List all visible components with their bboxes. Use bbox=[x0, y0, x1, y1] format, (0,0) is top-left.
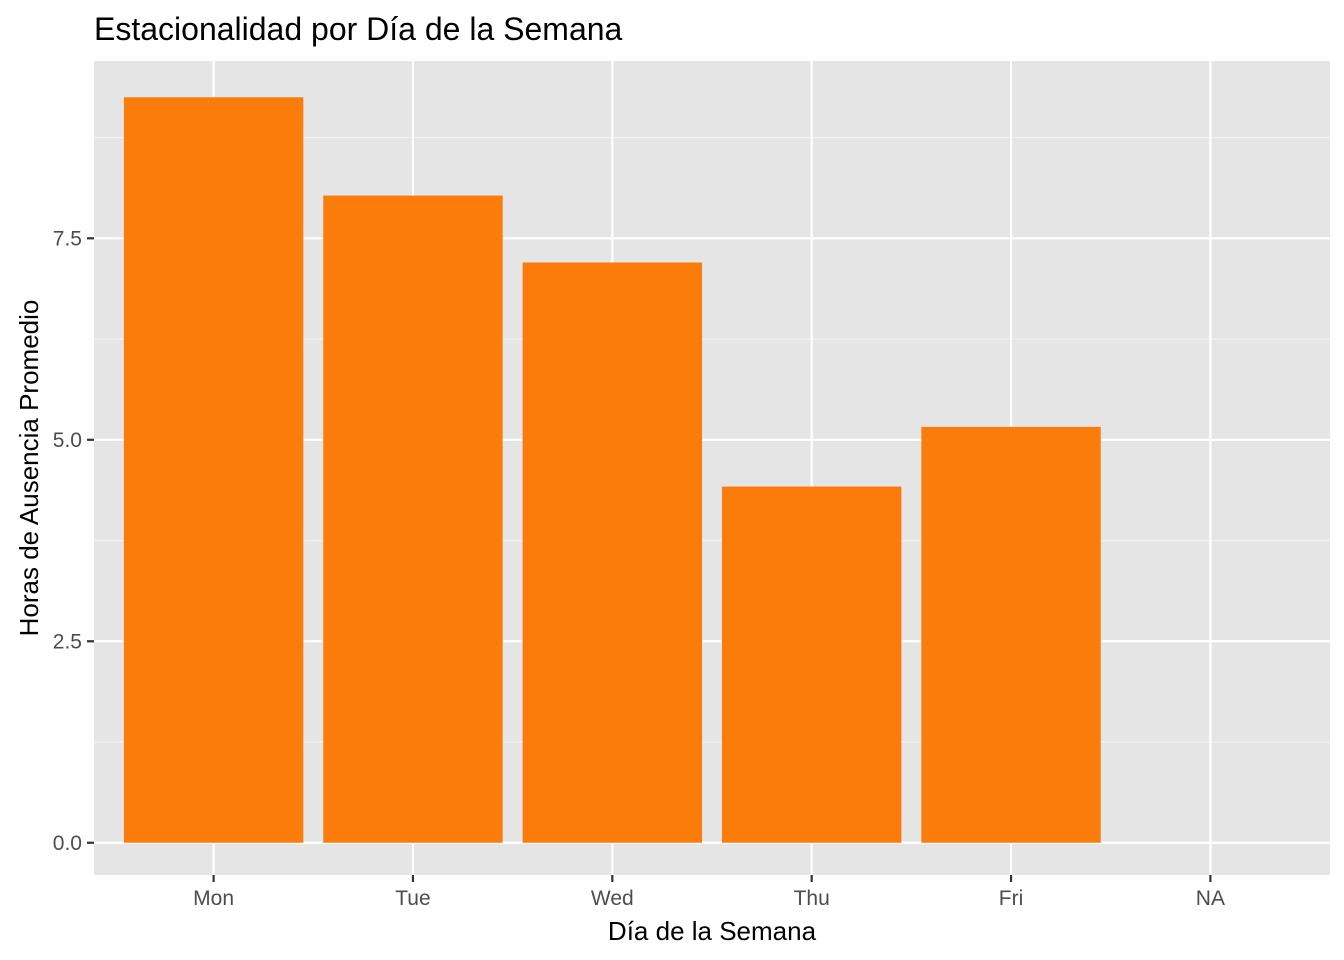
bar-wed bbox=[522, 262, 703, 843]
x-tick-label: Wed bbox=[591, 887, 634, 910]
y-tick-label: 2.5 bbox=[53, 630, 82, 653]
x-tick-label: Thu bbox=[794, 887, 830, 910]
y-tick-label: 7.5 bbox=[53, 227, 82, 250]
y-tick-label: 5.0 bbox=[53, 429, 82, 452]
x-tick-label: Fri bbox=[999, 887, 1024, 910]
x-axis-title: Día de la Semana bbox=[608, 916, 817, 946]
chart-title: Estacionalidad por Día de la Semana bbox=[94, 11, 623, 47]
bar-thu bbox=[721, 486, 902, 843]
x-tick-label: NA bbox=[1196, 887, 1225, 910]
y-axis-title: Horas de Ausencia Promedio bbox=[14, 300, 44, 637]
y-axis: 0.0 2.5 5.0 7.5 bbox=[53, 227, 94, 855]
bar-tue bbox=[323, 195, 503, 843]
bars bbox=[123, 97, 1101, 843]
y-tick-label: 0.0 bbox=[53, 832, 82, 855]
x-tick-label: Mon bbox=[193, 887, 234, 910]
x-axis: Mon Tue Wed Thu Fri NA bbox=[193, 875, 1225, 910]
bar-fri bbox=[921, 426, 1101, 843]
x-tick-label: Tue bbox=[395, 887, 430, 910]
bar-mon bbox=[123, 97, 304, 843]
